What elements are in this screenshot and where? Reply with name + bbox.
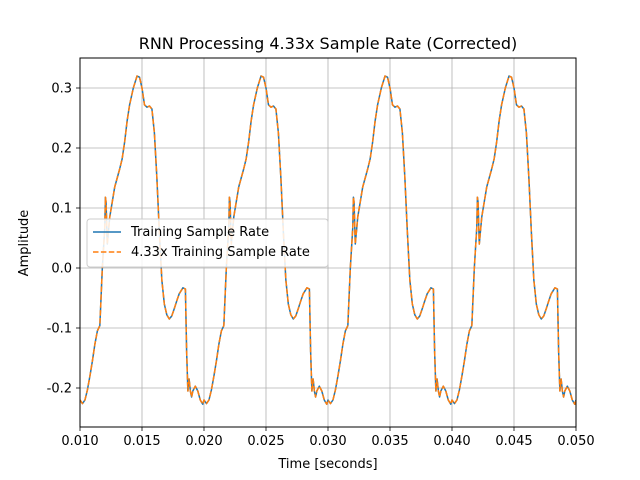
legend-box xyxy=(86,218,329,268)
y-tick-label: 0.0 xyxy=(51,262,72,277)
x-tick-label: 0.035 xyxy=(371,434,408,449)
x-tick-label: 0.015 xyxy=(123,434,160,449)
x-tick-label: 0.045 xyxy=(495,434,532,449)
series-layer xyxy=(80,75,576,405)
y-tick-label: 0.3 xyxy=(51,82,72,97)
x-tick-label: 0.025 xyxy=(247,434,284,449)
y-tick-label: -0.2 xyxy=(47,382,72,397)
y-axis-ticks: -0.2 -0.1 0.0 0.1 0.2 0.3 xyxy=(47,82,80,397)
x-tick-label: 0.050 xyxy=(557,434,594,449)
x-tick-label: 0.030 xyxy=(309,434,346,449)
chart-title: RNN Processing 4.33x Sample Rate (Correc… xyxy=(139,34,518,53)
y-tick-label: 0.1 xyxy=(51,202,72,217)
y-tick-label: -0.1 xyxy=(47,322,72,337)
legend: Training Sample Rate 4.33x Training Samp… xyxy=(86,218,329,268)
x-tick-label: 0.020 xyxy=(185,434,222,449)
y-tick-label: 0.2 xyxy=(51,142,72,157)
x-tick-label: 0.010 xyxy=(61,434,98,449)
series-line-training xyxy=(80,75,576,405)
x-axis-label: Time [seconds] xyxy=(277,457,377,472)
legend-label-4x: 4.33x Training Sample Rate xyxy=(131,245,310,260)
legend-label-training: Training Sample Rate xyxy=(130,225,269,240)
x-tick-label: 0.040 xyxy=(433,434,470,449)
x-axis-ticks: 0.010 0.015 0.020 0.025 0.030 0.035 0.040 0.045… xyxy=(61,427,595,449)
y-axis-label: Amplitude xyxy=(17,210,32,277)
